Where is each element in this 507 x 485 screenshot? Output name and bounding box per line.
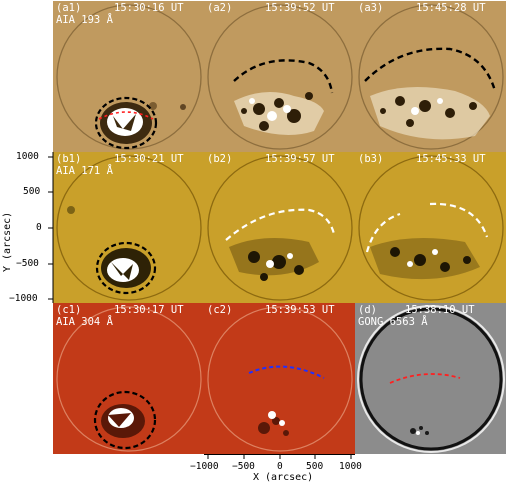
panel-b1-aia171: (b1) 15:30:21 UT AIA 171 Å [53,152,204,303]
y-tick-label: 0 [36,222,42,233]
panel-tag: (c2) [207,304,233,316]
panel-time: 15:30:17 UT [114,304,184,316]
panel-d-gong: (d) 15:38:10 UT GONG 6563 Å [355,303,506,454]
panel-instrument: AIA 193 Å [56,14,113,26]
panel-b3-image [355,152,506,303]
panel-b2-aia171: (b2) 15:39:57 UT [204,152,355,303]
panel-a2-aia193: (a2) 15:39:52 UT [204,1,355,152]
x-tick-label: −1000 [190,461,219,472]
x-tick-label: −500 [232,461,255,472]
panel-a3-aia193: (a3) 15:45:28 UT [355,1,506,152]
y-tick-label: 1000 [16,151,39,162]
panel-instrument: AIA 304 Å [56,316,113,328]
panel-tag: (b2) [207,153,233,165]
panel-instrument: GONG 6563 Å [358,316,428,328]
panel-tag: (b3) [358,153,384,165]
x-tick-label: 0 [277,461,283,472]
y-tick-label: 500 [23,186,41,197]
panel-c1-aia304: (c1) 15:30:17 UT AIA 304 Å [53,303,204,454]
panel-time: 15:38:10 UT [405,304,475,316]
panel-b1-image [53,152,204,303]
panel-tag: (a1) [56,2,82,14]
panel-time: 15:30:21 UT [114,153,184,165]
panel-time: 15:45:33 UT [416,153,486,165]
panel-time: 15:30:16 UT [114,2,184,14]
panel-tag: (b1) [56,153,82,165]
panel-b3-aia171: (b3) 15:45:33 UT [355,152,506,303]
y-axis-title: Y (arcsec) [2,211,13,272]
panel-d-image [355,303,506,454]
panel-tag: (c1) [56,304,82,316]
panel-instrument: AIA 171 Å [56,165,113,177]
panel-tag: (a2) [207,2,233,14]
panel-c2-image [204,303,355,454]
panel-c2-aia304: (c2) 15:39:53 UT [204,303,355,454]
panel-c1-image [53,303,204,454]
panel-b2-image [204,152,355,303]
panel-a1-image [53,1,204,152]
panel-tag: (a3) [358,2,384,14]
panel-time: 15:39:52 UT [265,2,335,14]
panel-time: 15:45:28 UT [416,2,486,14]
x-tick-label: 1000 [339,461,362,472]
panel-a3-image [355,1,506,152]
y-tick-label: −500 [16,258,39,269]
panel-tag: (d) [358,304,377,316]
panel-a2-image [204,1,355,152]
panel-time: 15:39:57 UT [265,153,335,165]
x-axis-title: X (arcsec) [253,472,314,483]
x-axis-ticks [204,454,355,459]
y-tick-label: −1000 [9,293,38,304]
x-tick-label: 500 [306,461,324,472]
panel-a1-aia193: (a1) 15:30:16 UT AIA 193 Å [53,1,204,152]
y-axis-ticks [48,152,54,303]
panel-time: 15:39:53 UT [265,304,335,316]
